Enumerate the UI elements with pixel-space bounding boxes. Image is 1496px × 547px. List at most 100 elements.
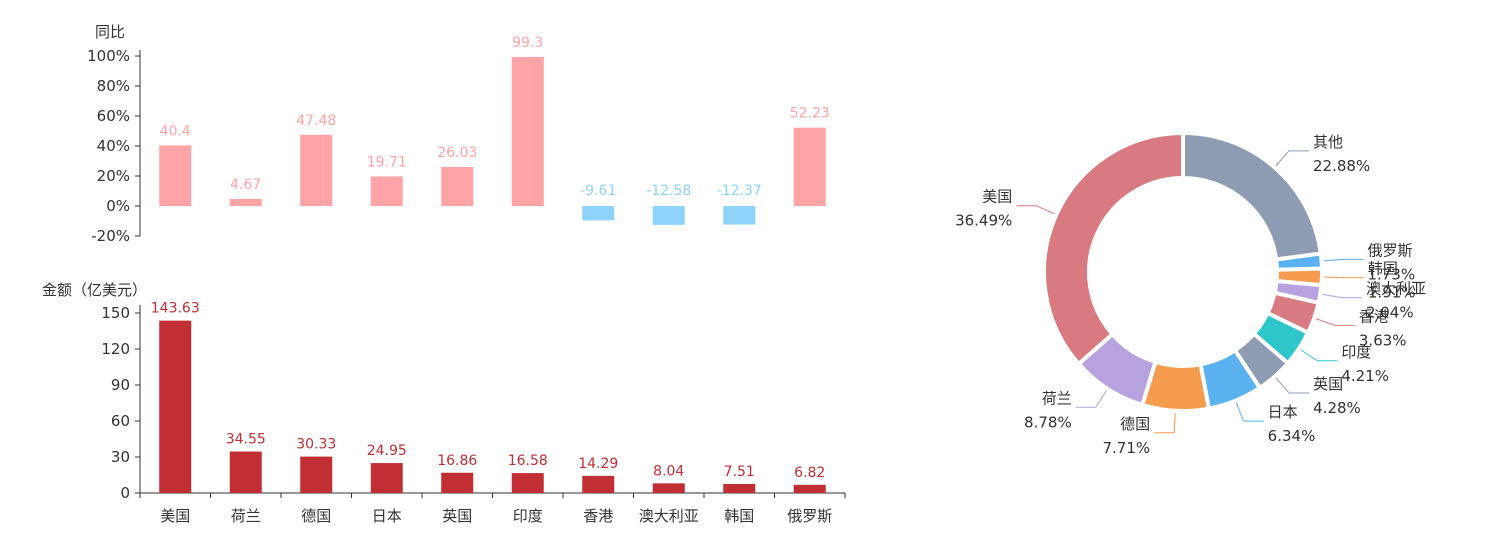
amount-x-tick-label: 荷兰 — [231, 507, 261, 525]
yoy-bar — [793, 127, 826, 206]
yoy-y-tick-label: 0% — [106, 197, 130, 215]
yoy-bar — [441, 166, 474, 206]
donut-leader-line — [1275, 150, 1310, 167]
amount-bar — [511, 473, 544, 493]
donut-slice-percent: 1.91% — [1368, 284, 1416, 302]
amount-bar — [229, 451, 262, 493]
amount-data-label: 16.86 — [437, 453, 477, 469]
donut-slice-name: 澳大利亚 — [1366, 280, 1426, 298]
donut-leader-line — [1154, 412, 1176, 434]
yoy-data-label: 47.48 — [296, 113, 336, 129]
amount-x-tick-label: 英国 — [442, 507, 472, 525]
donut-slice-name: 英国 — [1313, 375, 1343, 393]
amount-bar — [723, 483, 756, 493]
amount-data-label: 14.29 — [578, 456, 618, 472]
yoy-data-label: 40.4 — [160, 123, 191, 139]
amount-data-label: 8.04 — [653, 463, 684, 479]
yoy-bar — [159, 145, 192, 206]
yoy-bar — [300, 134, 333, 206]
yoy-data-label: 52.23 — [790, 106, 830, 122]
amount-data-label: 34.55 — [226, 432, 266, 448]
yoy-bar — [723, 206, 756, 225]
amount-data-label: 30.33 — [296, 437, 336, 453]
donut-leader-line — [1275, 377, 1310, 394]
amount-bar — [793, 484, 826, 493]
donut-slice-percent: 4.28% — [1313, 399, 1361, 417]
amount-data-label: 6.82 — [794, 465, 825, 481]
amount-data-label: 143.63 — [151, 301, 200, 317]
donut-slice-name: 香港 — [1359, 307, 1389, 325]
donut-slice-percent: 3.63% — [1359, 331, 1407, 349]
donut-slice-percent: 36.49% — [955, 212, 1012, 230]
yoy-bar — [582, 206, 615, 221]
donut-slice-percent: 8.78% — [1024, 413, 1072, 431]
yoy-data-label: 26.03 — [437, 145, 477, 161]
amount-y-tick-label: 30 — [111, 448, 130, 466]
amount-axis-title: 金额（亿美元） — [42, 281, 147, 299]
yoy-y-tick-label: 60% — [97, 107, 130, 125]
amount-bar — [582, 475, 615, 493]
donut-slice-percent: 6.34% — [1268, 427, 1316, 445]
yoy-data-label: -12.58 — [646, 183, 691, 199]
donut-slice-name: 美国 — [982, 188, 1012, 206]
donut-slice-name: 韩国 — [1368, 260, 1398, 278]
yoy-y-tick-label: 40% — [97, 137, 130, 155]
yoy-data-label: 99.3 — [512, 35, 543, 51]
donut-slice — [1042, 131, 1185, 366]
amount-x-tick-label: 日本 — [372, 507, 402, 525]
yoy-data-label: -12.37 — [717, 183, 762, 199]
amount-x-tick-label: 俄罗斯 — [787, 507, 832, 525]
donut-leader-line — [1075, 390, 1107, 408]
amount-y-tick-label: 60 — [111, 412, 130, 430]
yoy-axis-title: 同比 — [95, 23, 125, 41]
share-donut-chart: 其他 22.88% 俄罗斯 1.73%韩国 1.91%澳大利亚 2.04%香港 3.63%印… — [955, 131, 1426, 457]
donut-slice-percent: 4.21% — [1341, 367, 1389, 385]
amount-x-tick-label: 澳大利亚 — [639, 507, 699, 525]
amount-bar — [159, 320, 192, 493]
donut-leader-line — [1300, 349, 1338, 362]
donut-leader-line — [1315, 318, 1355, 326]
amount-bar-chart: 金额（亿美元） 150 120 90 60 30 0 143.63 美国 34.55 荷兰 30.33… — [42, 281, 846, 525]
yoy-bar-chart: 同比 100% 80% 60% 40% 20% 0% -20% 40.4 4.67 47.48 19.… — [87, 23, 830, 245]
donut-slice-percent: 7.71% — [1102, 439, 1150, 457]
donut-slice-name: 荷兰 — [1042, 389, 1072, 407]
amount-y-tick-label: 150 — [101, 304, 130, 322]
donut-slice-name: 其他 — [1313, 133, 1343, 151]
donut-slice-percent: 22.88% — [1313, 157, 1370, 175]
yoy-y-tick-label: -20% — [91, 227, 130, 245]
yoy-data-label: -9.61 — [580, 183, 616, 199]
amount-x-tick-label: 德国 — [301, 507, 331, 525]
amount-y-tick-label: 0 — [120, 484, 130, 502]
amount-data-label: 16.58 — [508, 453, 548, 469]
yoy-data-label: 4.67 — [230, 177, 261, 193]
donut-slice — [1181, 131, 1323, 262]
yoy-bar — [229, 198, 262, 206]
donut-slice-name: 德国 — [1120, 415, 1150, 433]
amount-x-tick-label: 印度 — [513, 507, 543, 525]
amount-bar — [441, 472, 474, 493]
amount-y-tick-label: 120 — [101, 340, 130, 358]
yoy-y-tick-label: 80% — [97, 77, 130, 95]
donut-leader-line — [1323, 276, 1364, 279]
donut-slice-name: 日本 — [1268, 403, 1298, 421]
donut-leader-line — [1235, 402, 1264, 422]
donut-leader-line — [1322, 293, 1362, 299]
yoy-bar — [652, 206, 685, 225]
amount-bar — [370, 463, 403, 493]
yoy-bar — [511, 57, 544, 206]
yoy-bar — [370, 176, 403, 206]
amount-x-tick-label: 香港 — [583, 507, 613, 525]
donut-slice-percent: 2.04% — [1366, 304, 1414, 322]
yoy-y-tick-label: 20% — [97, 167, 130, 185]
amount-y-tick-label: 90 — [111, 376, 130, 394]
donut-slice-name: 印度 — [1341, 343, 1371, 361]
amount-data-label: 7.51 — [724, 464, 755, 480]
donut-slice-name: 俄罗斯 — [1367, 241, 1412, 259]
donut-leader-line — [1016, 205, 1055, 215]
amount-x-tick-label: 韩国 — [724, 507, 754, 525]
amount-bar — [300, 456, 333, 493]
amount-data-label: 24.95 — [367, 443, 407, 459]
donut-slice-percent: 1.73% — [1367, 265, 1415, 283]
yoy-y-tick-label: 100% — [87, 47, 130, 65]
